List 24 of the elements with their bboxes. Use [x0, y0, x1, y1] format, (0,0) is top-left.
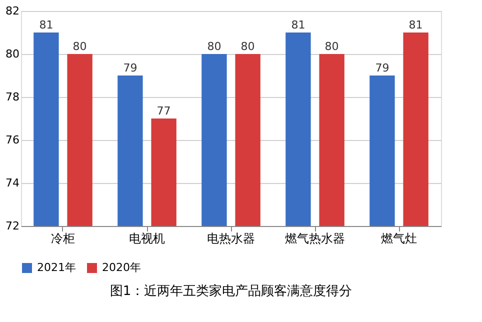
- y-tick-label: 74: [6, 176, 20, 190]
- y-tick-label: 76: [6, 134, 20, 146]
- legend-label: 2021年: [37, 261, 76, 274]
- x-tick-label: 冷柜: [51, 232, 75, 246]
- data-label: 80: [72, 40, 87, 53]
- y-tick-label: 82: [6, 4, 20, 18]
- data-label: 79: [123, 62, 138, 74]
- x-tick-label: 燃气灶: [381, 232, 417, 246]
- data-label: 79: [375, 62, 390, 74]
- data-label: 81: [291, 18, 306, 32]
- text: 图1：近两年五类家电产品顾客满意度得分: [110, 283, 352, 299]
- x-tick-label: 燃气热水器: [285, 232, 345, 246]
- data-label: 81: [408, 18, 423, 32]
- data-label: 77: [156, 104, 171, 118]
- data-label: 80: [240, 40, 255, 53]
- x-tick-label: 电热水器: [207, 232, 255, 246]
- y-tick-label: 80: [6, 48, 20, 60]
- legend-label: 2020年: [102, 261, 141, 274]
- y-tick-label: 78: [6, 90, 20, 104]
- x-tick-label: 电视机: [129, 232, 165, 246]
- data-label: 80: [324, 40, 339, 53]
- y-tick-label: 72: [6, 220, 20, 232]
- data-label: 80: [207, 40, 222, 53]
- data-label: 81: [39, 18, 54, 32]
